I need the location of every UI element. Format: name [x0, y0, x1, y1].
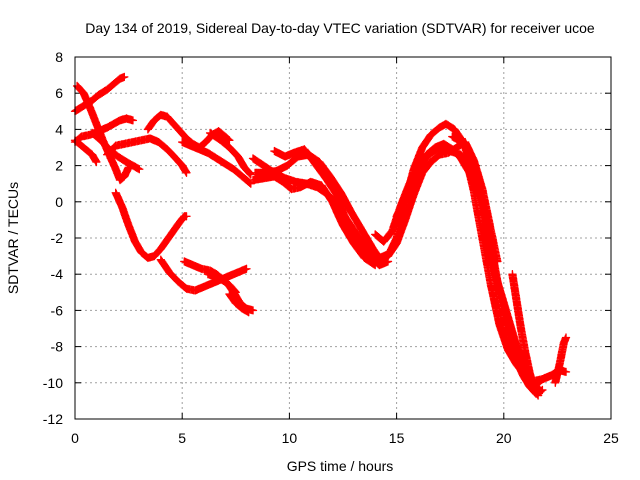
y-axis-label: SDTVAR / TECUs	[5, 182, 21, 294]
data-series	[70, 72, 571, 400]
x-tick-label: 20	[496, 430, 512, 446]
y-tick-label: -12	[43, 411, 63, 427]
chart-title: Day 134 of 2019, Sidereal Day-to-day VTE…	[85, 20, 595, 36]
x-tick-label: 15	[389, 430, 405, 446]
y-tick-label: 6	[55, 85, 63, 101]
series-arc-10	[178, 137, 255, 188]
tick-labels: 0 5 10 15 20 25 -12 -10 -8 -6 -4 -2 0 2 4 6 8	[43, 49, 619, 446]
y-tick-label: 2	[55, 158, 63, 174]
x-tick-label: 25	[603, 430, 619, 446]
series-arc-28	[551, 333, 571, 387]
series-arc-7	[103, 134, 191, 177]
x-tick-label: 10	[282, 430, 298, 446]
y-tick-label: -2	[51, 230, 64, 246]
y-tick-label: -8	[51, 339, 64, 355]
series-arc-17	[248, 172, 380, 270]
x-tick-label: 5	[178, 430, 186, 446]
y-tick-label: -6	[51, 302, 64, 318]
y-tick-label: 8	[55, 49, 63, 65]
series-arc-12	[205, 128, 255, 179]
plot-frame	[74, 56, 612, 420]
y-tick-label: -4	[51, 266, 64, 282]
y-tick-label: -10	[43, 375, 63, 391]
x-axis-label: GPS time / hours	[287, 458, 394, 474]
y-tick-label: 0	[55, 194, 63, 210]
y-tick-label: 4	[55, 121, 63, 137]
series-arc-18	[270, 145, 393, 270]
series-arc-14	[225, 289, 253, 317]
series-arc-6	[111, 188, 191, 263]
x-tick-label: 0	[71, 430, 79, 446]
